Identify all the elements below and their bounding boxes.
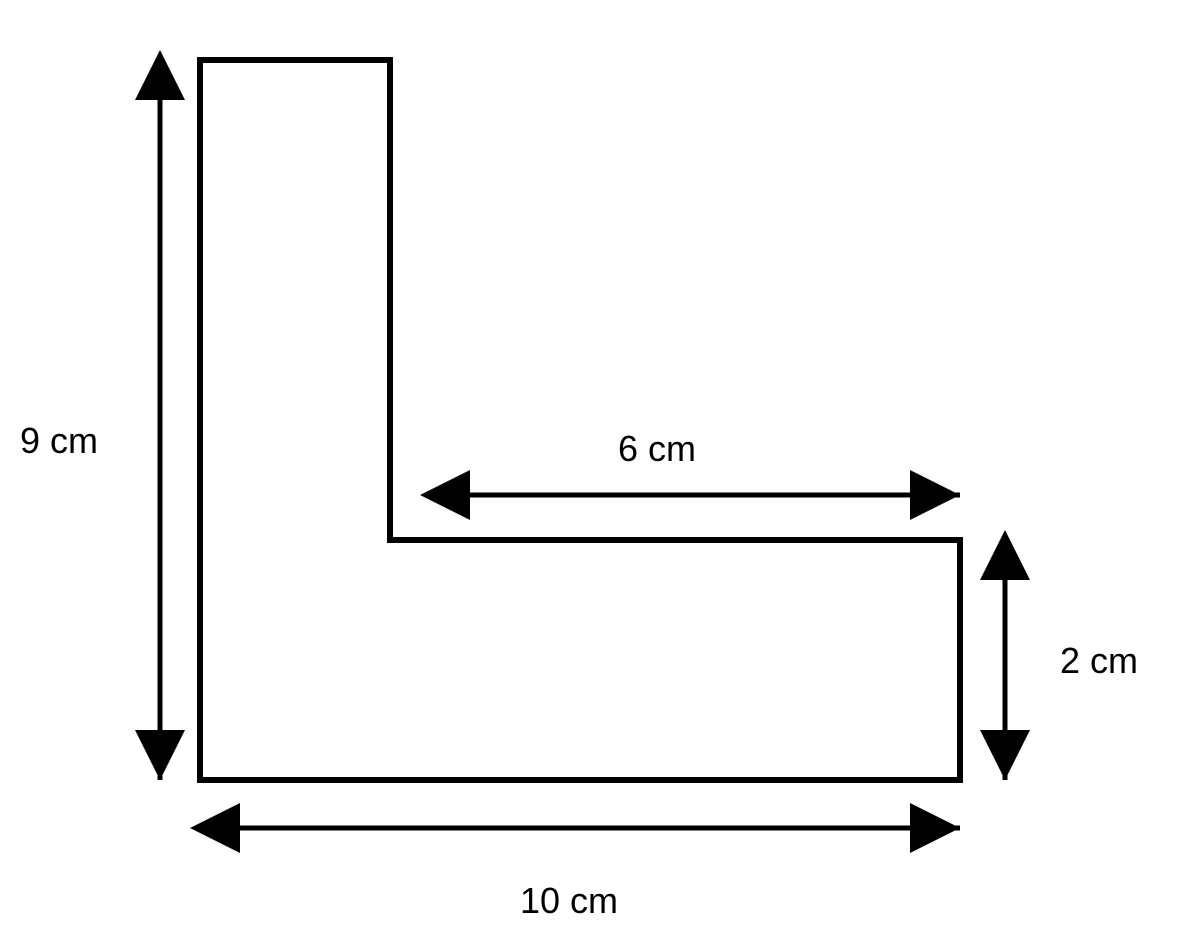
dimension-lines xyxy=(160,60,1005,828)
dimension-label-width-10: 10 cm xyxy=(520,880,618,922)
dimension-label-width-6: 6 cm xyxy=(618,428,696,470)
diagram-canvas xyxy=(0,0,1200,946)
dimension-label-height-2: 2 cm xyxy=(1060,640,1138,682)
dimension-label-height-9: 9 cm xyxy=(20,420,98,462)
l-shape xyxy=(200,60,960,780)
